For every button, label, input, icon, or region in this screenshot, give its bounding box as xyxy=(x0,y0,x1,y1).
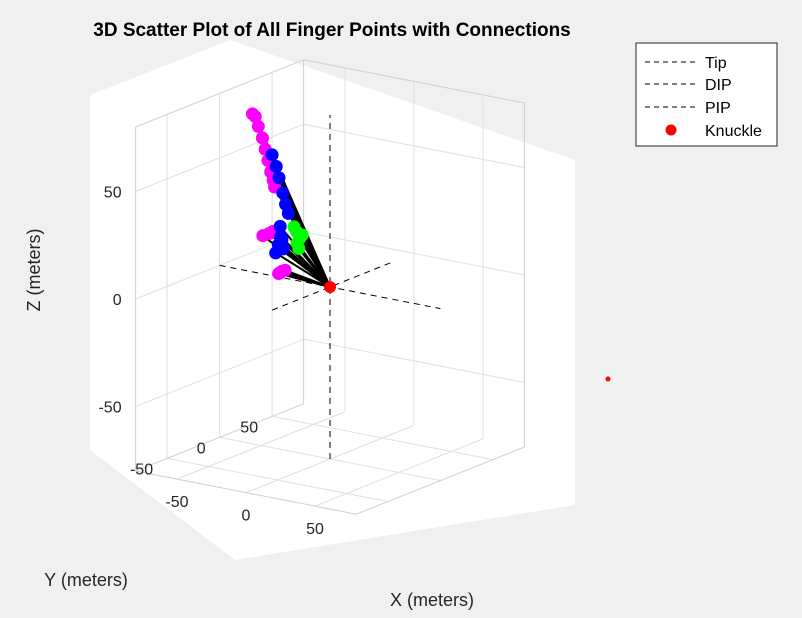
x-tick-label: 50 xyxy=(306,521,324,538)
pip-point xyxy=(295,228,309,242)
grid-line xyxy=(272,415,493,461)
legend-dip-label: DIP xyxy=(705,77,732,94)
dip-point xyxy=(276,186,290,200)
dip-point xyxy=(272,171,286,185)
axis-edge xyxy=(303,59,525,104)
x-tick-label: -50 xyxy=(165,494,188,511)
y-tick-label: 0 xyxy=(197,440,206,457)
legend: Tip DIP PIP Knuckle xyxy=(635,42,778,147)
tick-labels: 50 0 -50 50 0 -50 -50 0 50 xyxy=(98,185,324,539)
grid-line xyxy=(303,231,525,276)
legend-knuckle-label: Knuckle xyxy=(705,123,762,140)
chart-title: 3D Scatter Plot of All Finger Points wit… xyxy=(93,20,571,41)
dip-point xyxy=(275,233,289,247)
axis-edge xyxy=(135,59,304,128)
data-points xyxy=(245,107,336,293)
tip-point xyxy=(248,110,262,124)
legend-tip-label: Tip xyxy=(705,55,727,72)
connection-line xyxy=(301,234,331,288)
connection-line xyxy=(281,239,331,288)
y-tick-label: 50 xyxy=(240,419,258,436)
z-tick-label: -50 xyxy=(98,400,121,417)
legend-pip-label: PIP xyxy=(705,100,731,117)
knuckle-point xyxy=(324,281,336,293)
grid-line xyxy=(314,438,484,507)
x-tick-label: 0 xyxy=(242,508,251,525)
dip-point xyxy=(273,219,287,233)
dip-point xyxy=(269,246,283,260)
axis-edge xyxy=(135,403,304,472)
grid-lines xyxy=(135,67,525,507)
grid-line xyxy=(135,123,304,192)
z-axis-label: Z (meters) xyxy=(24,229,44,312)
tip-point xyxy=(255,131,269,145)
tip-point xyxy=(251,119,265,133)
dip-point xyxy=(281,206,295,220)
legend-knuckle-marker xyxy=(665,124,677,136)
dip-point xyxy=(265,148,279,162)
axis-edge xyxy=(135,470,357,515)
y-axis-label: Y (meters) xyxy=(44,570,128,590)
connection-line xyxy=(275,252,331,288)
x-axis-label: X (meters) xyxy=(390,590,474,610)
y-tick-label: -50 xyxy=(130,461,153,478)
outlier-point xyxy=(605,376,611,382)
z-tick-label: 0 xyxy=(113,292,122,309)
tip-point xyxy=(256,229,270,243)
tip-point xyxy=(278,263,292,277)
plot-area xyxy=(90,40,575,560)
connection-line xyxy=(284,269,331,288)
grid-line xyxy=(303,123,525,168)
dip-point xyxy=(269,159,283,173)
axis-edge xyxy=(356,446,525,515)
z-tick-label: 50 xyxy=(104,185,122,202)
axis-box xyxy=(135,59,525,515)
